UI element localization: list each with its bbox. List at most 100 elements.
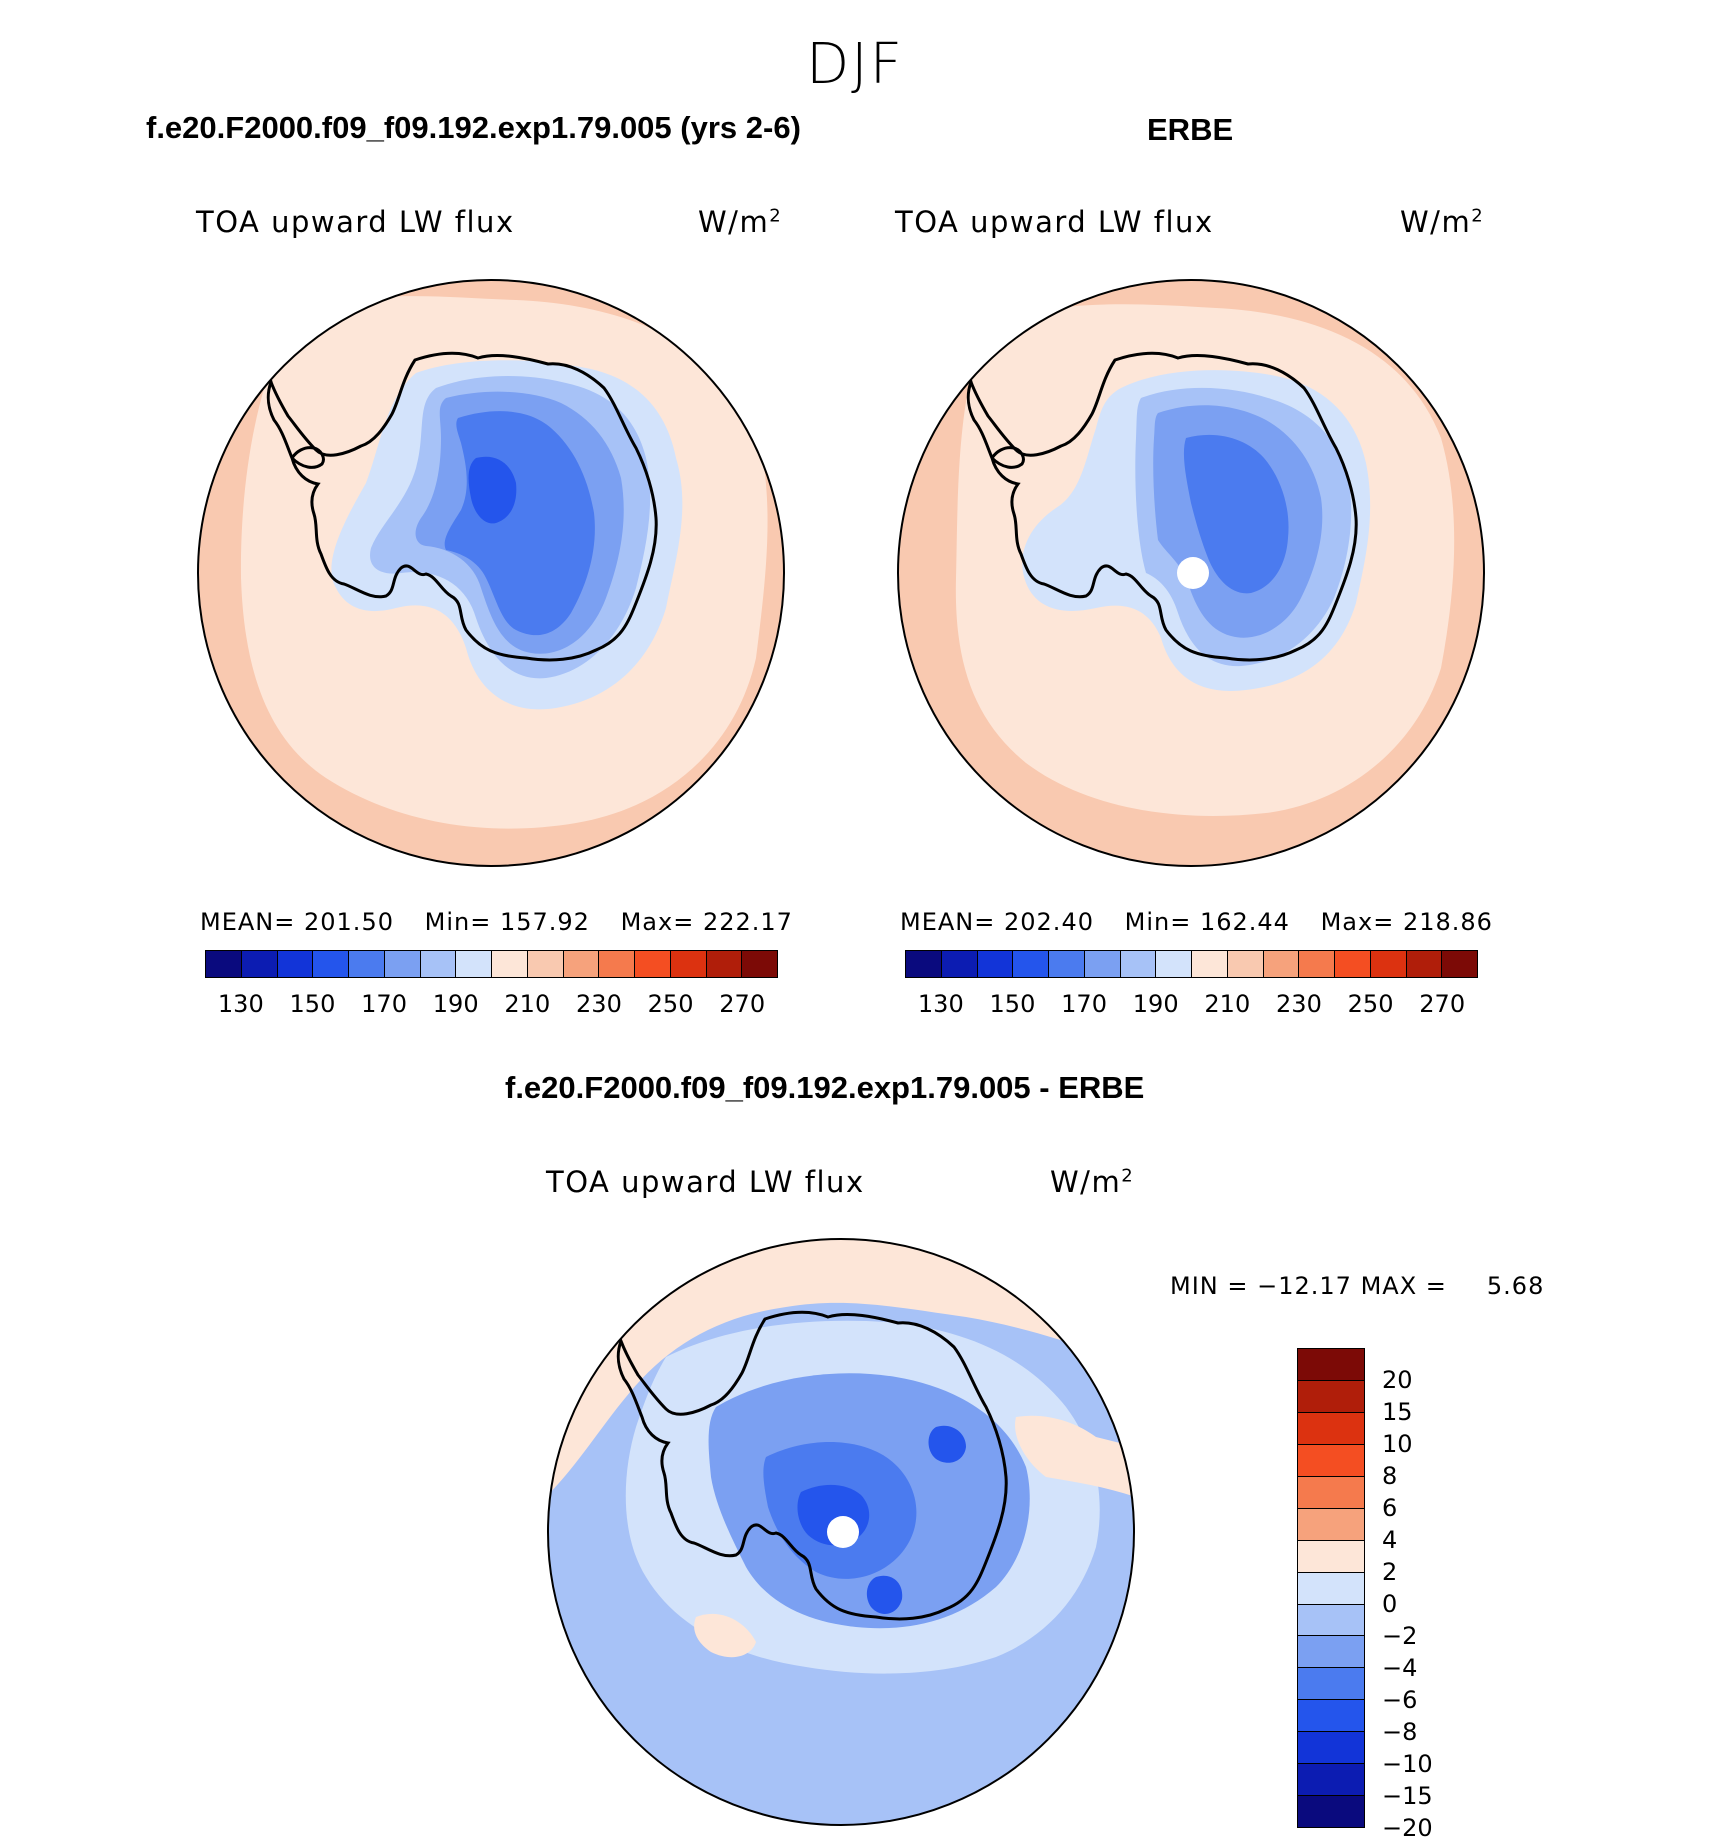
colorbar-swatch [420,951,457,977]
colorbar-swatch [1335,951,1371,977]
diff-antarctica-coastline [616,1310,1008,1621]
colorbar-swatch [1370,951,1407,977]
model-stats: MEAN= 201.50 Min= 157.92 Max= 222.17 [200,908,793,936]
colorbar-swatch [1298,1540,1364,1573]
model-colorbar-ticks: 130 150 170 190 210 230 250 270 [205,990,778,1020]
colorbar-tick-label: 130 [217,990,264,1018]
colorbar-tick-label: 250 [1347,990,1394,1018]
colorbar-tick-label: 270 [719,990,766,1018]
colorbar-tick-label: 230 [1276,990,1322,1018]
colorbar-tick-label: 150 [989,990,1036,1018]
colorbar-swatch [1299,951,1335,977]
colorbar-swatch [1263,951,1300,977]
colorbar-swatch [1298,1732,1364,1765]
obs-stats: MEAN= 202.40 Min= 162.44 Max= 218.86 [900,908,1493,936]
colorbar-swatch [1298,1349,1364,1381]
diff-neg-4b [866,1575,903,1614]
colorbar-swatch [241,951,278,977]
colorbar-tick-label: 210 [504,990,551,1018]
colorbar-swatch [384,951,421,977]
colorbar-swatch [349,951,385,977]
diff-min-max: MIN = −12.17 MAX = 5.68 [1170,1272,1545,1300]
colorbar-tick-label: 190 [432,990,479,1018]
diff-panel-title: f.e20.F2000.f09_f09.192.exp1.79.005 - ER… [505,1070,1145,1105]
colorbar-swatch [492,951,528,977]
colorbar-swatch [1298,1796,1364,1828]
colorbar-swatch [599,951,635,977]
colorbar-tick-label: 190 [1132,990,1179,1018]
diff-pole-hole [827,1516,859,1548]
colorbar-tick-label: −6 [1382,1686,1418,1714]
model-ice-4 [468,456,517,524]
colorbar-tick-label: −2 [1382,1622,1418,1650]
colorbar-swatch [1084,951,1121,977]
colorbar-tick-label: 250 [647,990,694,1018]
diff-units-label: W/m2 [1050,1165,1135,1199]
diff-polar-map [547,1238,1135,1826]
colorbar-swatch [635,951,671,977]
colorbar-swatch [563,951,600,977]
colorbar-swatch [1406,951,1443,977]
colorbar-swatch [1192,951,1228,977]
colorbar-swatch [1013,951,1049,977]
diff-pos-region-southwest [694,1613,756,1658]
colorbar-swatch [1049,951,1085,977]
colorbar-swatch [1120,951,1157,977]
colorbar-swatch [1298,1508,1364,1541]
colorbar-swatch [906,951,942,977]
colorbar-swatch [1298,1572,1364,1605]
obs-colorbar [905,950,1478,978]
model-units-label: W/m2 [698,205,783,239]
diff-colorbar [1297,1348,1365,1828]
model-colorbar [205,950,778,978]
colorbar-tick-label: 230 [576,990,622,1018]
diff-pos-region-north [548,1239,1134,1497]
colorbar-swatch [527,951,564,977]
colorbar-tick-label: 10 [1382,1430,1413,1458]
diff-neg-4a [928,1425,966,1463]
colorbar-tick-label: −20 [1382,1814,1433,1842]
diff-variable-label: TOA upward LW flux [546,1165,865,1199]
colorbar-tick-label: −10 [1382,1750,1433,1778]
obs-antarctica-coastline [966,351,1358,662]
colorbar-tick-label: 150 [289,990,336,1018]
colorbar-swatch [1156,951,1192,977]
obs-colorbar-ticks: 130 150 170 190 210 230 250 270 [905,990,1478,1020]
colorbar-tick-label: 270 [1419,990,1466,1018]
colorbar-tick-label: −15 [1382,1782,1433,1810]
model-variable-label: TOA upward LW flux [196,205,515,239]
colorbar-swatch [313,951,349,977]
colorbar-tick-label: 170 [1061,990,1107,1018]
diff-pos-region-east [1015,1415,1134,1497]
colorbar-tick-label: 15 [1382,1398,1413,1426]
obs-pole-hole [1177,557,1209,589]
colorbar-swatch [742,951,777,977]
obs-variable-label: TOA upward LW flux [895,205,1214,239]
colorbar-swatch [206,951,242,977]
colorbar-tick-label: −4 [1382,1654,1418,1682]
colorbar-tick-label: 4 [1382,1526,1398,1554]
colorbar-tick-label: 130 [917,990,964,1018]
obs-units-label: W/m2 [1400,205,1485,239]
colorbar-swatch [1298,1700,1364,1733]
colorbar-tick-label: 170 [361,990,407,1018]
colorbar-swatch [1298,1444,1364,1477]
colorbar-swatch [1442,951,1477,977]
colorbar-swatch [1298,1476,1364,1509]
colorbar-tick-label: 0 [1382,1590,1398,1618]
model-panel-title: f.e20.F2000.f09_f09.192.exp1.79.005 (yrs… [146,110,801,145]
diff-colorbar-ticks: 20 15 10 8 6 4 2 0 −2 −4 −6 −8 −10 −15 −20 [1382,1348,1502,1842]
model-polar-map [197,279,785,867]
page-title: DJF [806,32,904,97]
obs-ice-3 [1183,434,1289,594]
colorbar-swatch [670,951,707,977]
colorbar-tick-label: 210 [1204,990,1251,1018]
colorbar-swatch [1298,1636,1364,1669]
colorbar-swatch [706,951,743,977]
colorbar-swatch [1298,1764,1364,1797]
colorbar-swatch [456,951,492,977]
obs-panel-title: ERBE [1147,112,1234,147]
colorbar-tick-label: 6 [1382,1494,1398,1522]
colorbar-swatch [277,951,314,977]
colorbar-swatch [977,951,1014,977]
